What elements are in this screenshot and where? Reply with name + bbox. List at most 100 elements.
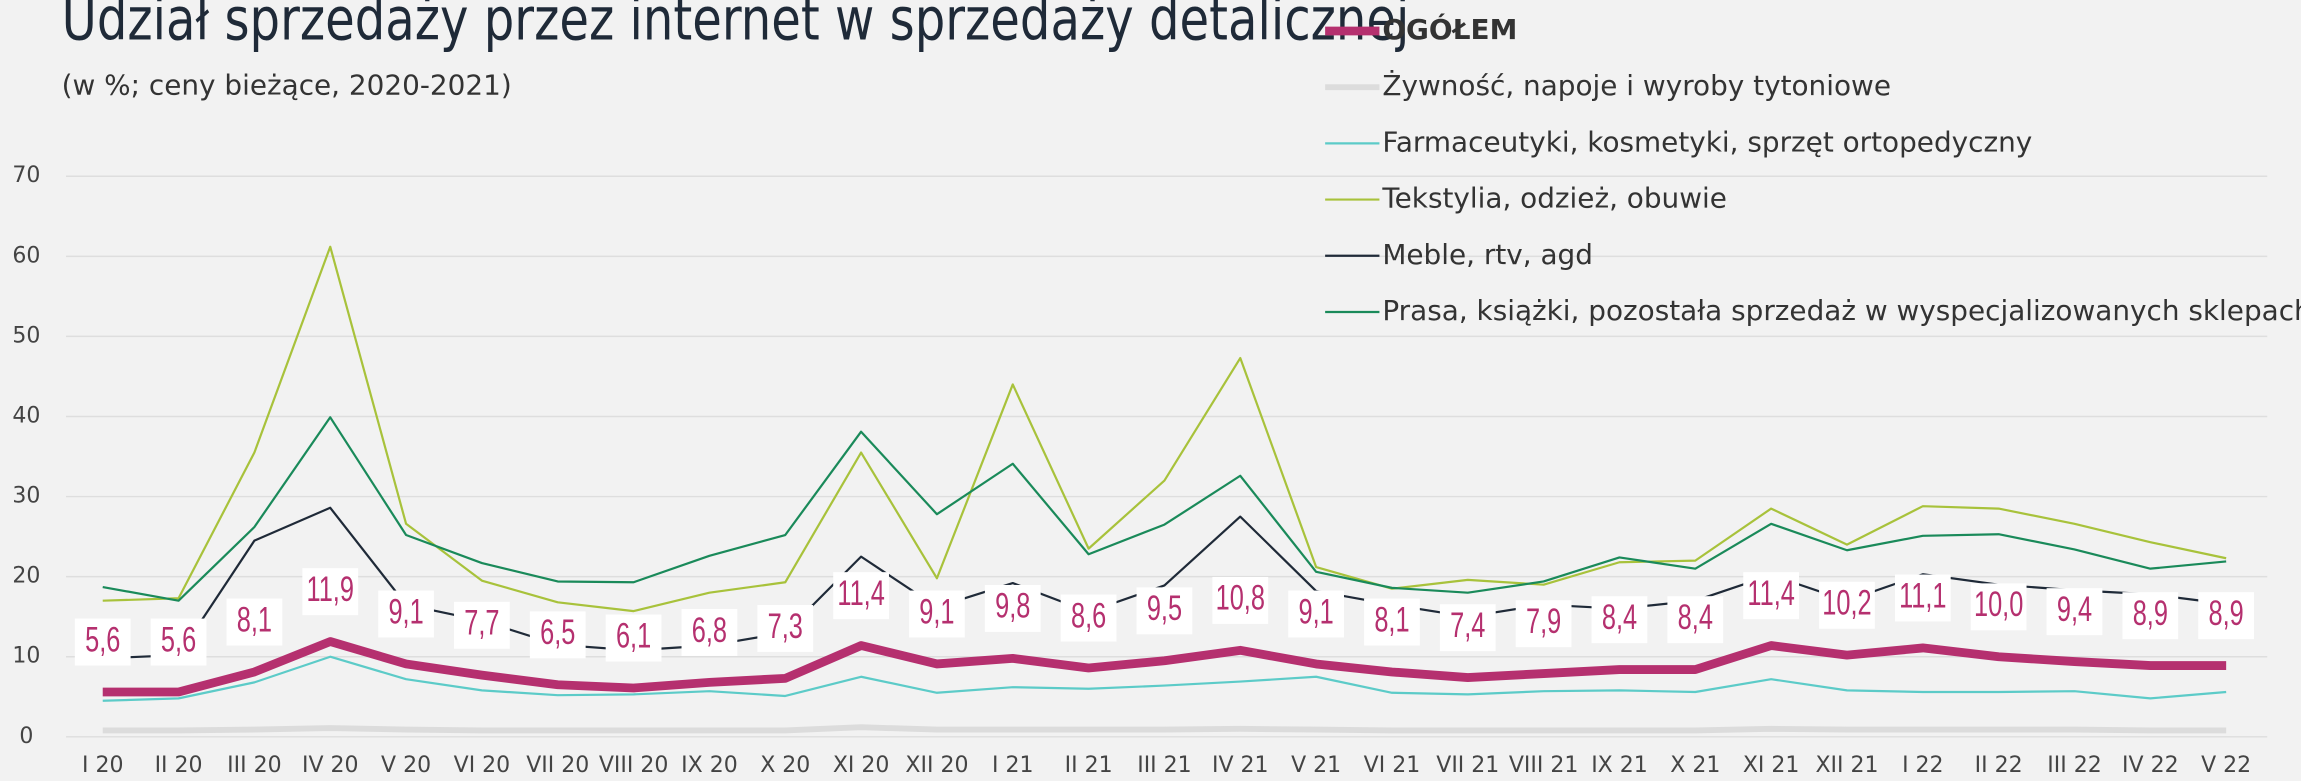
x-tick-label: IV 20 bbox=[302, 753, 359, 778]
x-tick-label: I 21 bbox=[992, 753, 1033, 778]
data-label: 5,6 bbox=[161, 619, 196, 659]
x-tick-label: V 22 bbox=[2201, 753, 2251, 778]
x-tick-label: X 20 bbox=[760, 753, 810, 778]
y-tick-label: 30 bbox=[12, 484, 40, 509]
x-tick-label: VIII 21 bbox=[1509, 753, 1579, 778]
label-box bbox=[1894, 574, 1951, 622]
data-label: 11,1 bbox=[1899, 575, 1946, 615]
data-label: 6,5 bbox=[540, 612, 575, 652]
x-tick-label: VI 21 bbox=[1364, 753, 1421, 778]
x-tick-label: III 21 bbox=[1137, 753, 1191, 778]
y-tick-label: 50 bbox=[12, 323, 40, 348]
label-box bbox=[681, 608, 738, 656]
label-box bbox=[1743, 572, 1800, 620]
x-tick-label: XII 21 bbox=[1815, 753, 1878, 778]
y-tick-label: 40 bbox=[12, 403, 40, 428]
data-label: 7,7 bbox=[464, 602, 499, 642]
label-box bbox=[529, 611, 586, 659]
label-box bbox=[2046, 588, 2103, 636]
series-line bbox=[102, 637, 2227, 697]
x-tick-label: X 21 bbox=[1670, 753, 1720, 778]
legend-label: Prasa, książki, pozostała sprzedaż w wys… bbox=[1382, 294, 2301, 327]
x-tick-label: III 20 bbox=[227, 753, 281, 778]
label-box bbox=[605, 614, 662, 662]
data-label: 9,1 bbox=[919, 591, 954, 631]
x-tick-label: IV 22 bbox=[2122, 753, 2179, 778]
label-box bbox=[454, 601, 510, 649]
series-line bbox=[102, 416, 2227, 602]
x-tick-label: IX 20 bbox=[681, 753, 738, 778]
label-box bbox=[2198, 592, 2255, 640]
x-tick-label: IX 21 bbox=[1591, 753, 1648, 778]
label-box bbox=[378, 590, 434, 638]
label-box bbox=[757, 604, 814, 652]
legend-label: Tekstylia, odzież, obuwie bbox=[1381, 182, 1727, 215]
data-label: 6,8 bbox=[692, 610, 727, 650]
x-tick-label: II 22 bbox=[1975, 753, 2023, 778]
y-tick-label: 20 bbox=[12, 564, 40, 589]
data-label: 10,8 bbox=[1216, 578, 1265, 618]
chart-subtitle: (w %; ceny bieżące, 2020-2021) bbox=[62, 69, 512, 102]
data-label: 10,0 bbox=[1974, 584, 2023, 624]
label-box bbox=[150, 618, 207, 666]
label-box bbox=[1288, 590, 1344, 638]
x-tick-label: I 22 bbox=[1902, 753, 1943, 778]
data-label: 11,4 bbox=[837, 573, 884, 613]
chart-title: Udział sprzedaży przez internet w sprzed… bbox=[62, 0, 1410, 54]
x-tick-label: XII 20 bbox=[905, 753, 968, 778]
data-label: 8,6 bbox=[1071, 595, 1106, 635]
label-box bbox=[833, 572, 889, 620]
label-box bbox=[226, 598, 283, 646]
legend-label: OGÓŁEM bbox=[1382, 12, 1517, 46]
legend-label: Meble, rtv, agd bbox=[1382, 238, 1593, 271]
label-box bbox=[1515, 600, 1572, 648]
data-label: 5,6 bbox=[85, 619, 120, 659]
data-label: 8,4 bbox=[1602, 597, 1637, 637]
x-tick-label: XI 20 bbox=[833, 753, 890, 778]
data-label: 7,9 bbox=[1526, 601, 1561, 641]
x-tick-label: IV 21 bbox=[1212, 753, 1269, 778]
label-box bbox=[1819, 581, 1875, 629]
x-tick-label: II 21 bbox=[1065, 753, 1113, 778]
data-label: 11,4 bbox=[1747, 573, 1794, 613]
label-box bbox=[1212, 576, 1269, 624]
data-label: 8,9 bbox=[2209, 593, 2244, 633]
y-tick-label: 10 bbox=[12, 644, 40, 669]
data-label: 10,2 bbox=[1822, 582, 1871, 622]
label-box bbox=[1667, 596, 1724, 644]
x-tick-label: XI 21 bbox=[1743, 753, 1800, 778]
data-label: 6,1 bbox=[616, 615, 651, 655]
data-label: 8,1 bbox=[1374, 599, 1409, 639]
data-label: 7,4 bbox=[1450, 605, 1485, 645]
data-label: 9,8 bbox=[995, 586, 1030, 626]
x-tick-label: V 20 bbox=[381, 753, 431, 778]
legend-label: Farmaceutyki, kosmetyki, sprzęt ortopedy… bbox=[1382, 125, 2032, 158]
y-tick-label: 0 bbox=[19, 724, 33, 749]
x-tick-label: V 21 bbox=[1291, 753, 1341, 778]
data-label: 11,9 bbox=[307, 569, 354, 609]
label-box bbox=[1439, 604, 1496, 652]
data-label: 9,1 bbox=[1298, 591, 1333, 631]
y-tick-label: 60 bbox=[12, 243, 40, 268]
data-label: 7,3 bbox=[768, 606, 803, 646]
data-label: 8,1 bbox=[237, 599, 272, 639]
label-box bbox=[302, 568, 359, 616]
x-tick-label: VII 21 bbox=[1436, 753, 1499, 778]
label-box bbox=[909, 590, 965, 638]
x-tick-label: VI 20 bbox=[454, 753, 511, 778]
x-tick-label: III 22 bbox=[2047, 753, 2101, 778]
label-box bbox=[984, 584, 1041, 632]
series-line bbox=[102, 724, 2227, 734]
x-tick-label: VII 20 bbox=[526, 753, 589, 778]
y-tick-label: 70 bbox=[12, 163, 40, 188]
data-label: 8,4 bbox=[1678, 597, 1713, 637]
label-box bbox=[1060, 594, 1117, 642]
x-tick-label: II 20 bbox=[155, 753, 203, 778]
label-box bbox=[1970, 583, 2027, 631]
series-line bbox=[102, 655, 2227, 702]
legend-label: Żywność, napoje i wyroby tytoniowe bbox=[1382, 69, 1891, 102]
x-tick-label: I 20 bbox=[82, 753, 123, 778]
data-label: 8,9 bbox=[2133, 593, 2168, 633]
label-box bbox=[74, 618, 131, 666]
